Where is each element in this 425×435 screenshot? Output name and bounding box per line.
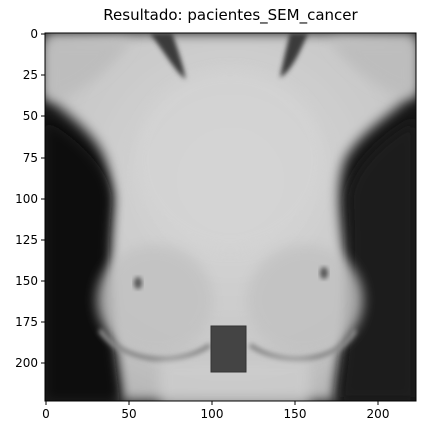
x-tick-label: 150: [284, 407, 307, 421]
plot-title: Resultado: pacientes_SEM_cancer: [103, 6, 358, 24]
x-axis: 0 50 100 150 200: [42, 401, 389, 421]
y-tick-label: 50: [23, 109, 38, 123]
y-tick-label: 200: [15, 356, 38, 370]
y-tick-label: 125: [15, 233, 38, 247]
y-tick-label: 25: [23, 68, 38, 82]
x-tick-label: 100: [201, 407, 224, 421]
x-tick-label: 50: [121, 407, 136, 421]
y-tick-label: 75: [23, 151, 38, 165]
x-tick-label: 0: [42, 407, 50, 421]
y-tick-label: 0: [30, 27, 38, 41]
y-tick-label: 100: [15, 192, 38, 206]
y-axis: 0 25 50 75 100 125 150 175 200: [15, 27, 45, 370]
y-tick-label: 150: [15, 274, 38, 288]
thermal-image: [45, 33, 416, 401]
axes-frame: [44, 32, 417, 402]
x-tick-label: 200: [367, 407, 390, 421]
y-tick-label: 175: [15, 315, 38, 329]
